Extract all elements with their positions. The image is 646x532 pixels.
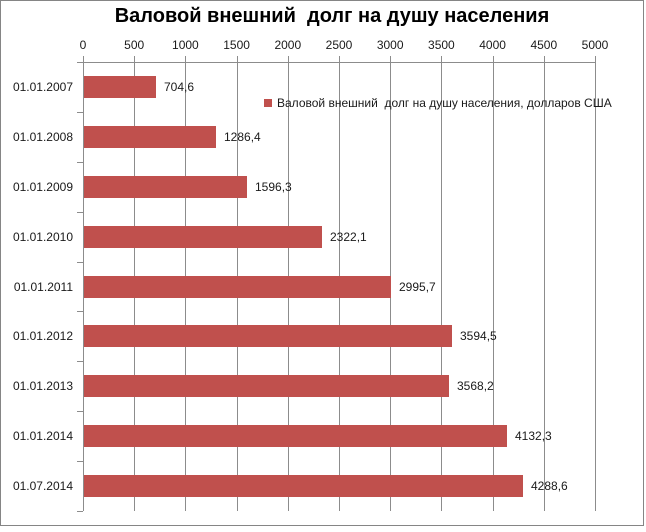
x-tick-label: 1500 bbox=[223, 38, 250, 52]
category-axis-tick bbox=[77, 261, 83, 263]
bar bbox=[84, 225, 322, 248]
category-label: 01.07.2014 bbox=[12, 479, 73, 494]
category-label: 01.01.2008 bbox=[12, 129, 73, 144]
bar bbox=[84, 175, 247, 198]
gridline bbox=[543, 56, 545, 511]
bar bbox=[84, 125, 216, 148]
category-label: 01.01.2010 bbox=[12, 229, 73, 244]
category-label: 01.01.2012 bbox=[12, 329, 73, 344]
category-axis-tick bbox=[77, 211, 83, 213]
bar-value-label: 3594,5 bbox=[460, 329, 497, 344]
x-tick-label: 3000 bbox=[376, 38, 404, 52]
category-axis-tick bbox=[77, 361, 83, 363]
legend: Валовой внешний долг на душу населения, … bbox=[264, 96, 612, 110]
gridline bbox=[595, 56, 596, 511]
bar-value-label: 2995,7 bbox=[399, 279, 436, 294]
chart-title: Валовой внешний долг на душу населения bbox=[114, 5, 550, 27]
gridline bbox=[441, 56, 443, 511]
gridline bbox=[83, 56, 84, 511]
x-tick-label: 4000 bbox=[479, 38, 506, 52]
bar bbox=[84, 425, 507, 448]
x-tick-label: 0 bbox=[79, 38, 87, 52]
bar bbox=[84, 475, 523, 498]
bar bbox=[84, 275, 391, 298]
category-label: 01.01.2011 bbox=[13, 279, 73, 294]
legend-label: Валовой внешний долг на душу населения, … bbox=[277, 96, 612, 110]
bar bbox=[84, 375, 449, 398]
x-tick-label: 3500 bbox=[428, 38, 455, 52]
x-tick-label: 4500 bbox=[530, 38, 558, 52]
category-axis-tick bbox=[77, 511, 83, 512]
category-axis-tick bbox=[77, 62, 83, 63]
category-label: 01.01.2014 bbox=[12, 429, 73, 444]
bar-value-label: 1286,4 bbox=[224, 129, 261, 144]
gridline bbox=[492, 56, 494, 511]
bar-value-label: 3568,2 bbox=[457, 379, 494, 394]
x-tick-label: 1000 bbox=[172, 38, 199, 52]
category-label: 01.01.2007 bbox=[12, 79, 73, 94]
x-tick-label: 2000 bbox=[274, 38, 302, 52]
category-label: 01.01.2013 bbox=[12, 379, 73, 394]
category-axis-tick bbox=[77, 311, 83, 313]
x-tick-label: 2500 bbox=[325, 38, 353, 52]
bar-value-label: 4132,3 bbox=[515, 429, 552, 444]
category-axis-tick bbox=[77, 161, 83, 163]
category-axis-tick bbox=[77, 411, 83, 413]
category-axis-tick bbox=[77, 111, 83, 113]
category-label: 01.01.2009 bbox=[12, 179, 73, 194]
bar-value-label: 4288,6 bbox=[531, 479, 568, 494]
bar bbox=[84, 325, 452, 348]
category-axis-tick bbox=[77, 461, 83, 463]
bar-value-label: 704,6 bbox=[164, 79, 195, 94]
bar bbox=[84, 75, 156, 98]
x-tick-label: 5000 bbox=[581, 38, 609, 52]
bar-value-label: 1596,3 bbox=[255, 179, 292, 194]
bar-value-label: 2322,1 bbox=[330, 229, 367, 244]
legend-marker-icon bbox=[264, 99, 272, 107]
x-tick-label: 500 bbox=[124, 38, 145, 52]
